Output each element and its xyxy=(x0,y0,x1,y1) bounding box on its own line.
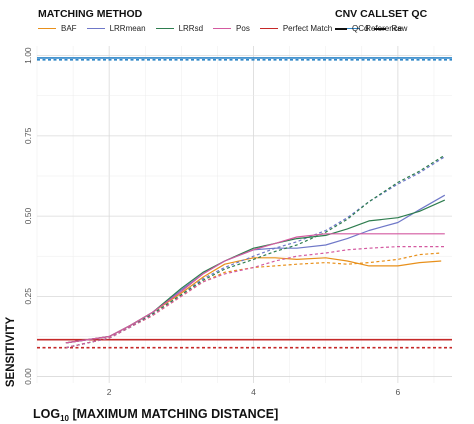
x-tick-label: 2 xyxy=(107,387,112,397)
legend-swatch-perfect-match xyxy=(259,28,278,29)
series-lrrmean-qcd xyxy=(65,194,446,344)
legend-swatch-reference xyxy=(342,28,361,29)
x-axis-title-sub: 10 xyxy=(60,414,69,423)
series-lrrsd-qcd xyxy=(65,199,446,344)
x-axis-title-rest: [MAXIMUM MATCHING DISTANCE] xyxy=(69,407,278,421)
x-axis-title: LOG10 [MAXIMUM MATCHING DISTANCE] xyxy=(33,407,278,423)
legend-swatch-qcd xyxy=(335,27,347,30)
series-baf-raw xyxy=(65,252,442,349)
legend-item-lrrsd: LRRsd xyxy=(155,24,204,33)
legend-label-lrrmean: LRRmean xyxy=(109,24,146,33)
y-tick-label: 0.50 xyxy=(23,208,33,225)
y-tick-label: 0.75 xyxy=(23,127,33,144)
x-tick-label: 4 xyxy=(251,387,256,397)
legend-qc: QCd Raw xyxy=(335,24,417,33)
axis-ticks: 2 4 6 0.00 0.25 0.50 0.75 1.00 xyxy=(23,47,401,397)
x-axis-title-main: LOG xyxy=(33,407,60,421)
legend-item-qcd: QCd xyxy=(335,24,368,33)
legend-title-qc: CNV CALLSET QC xyxy=(335,8,428,20)
series-lrrsd-raw xyxy=(65,154,446,349)
legend-label-perfect-match: Perfect Match xyxy=(282,24,333,33)
x-tick-label: 6 xyxy=(396,387,401,397)
series-pos-raw xyxy=(65,246,445,349)
legend-label-baf: BAF xyxy=(61,24,77,33)
grid xyxy=(36,46,452,383)
legend-item-baf: BAF xyxy=(38,24,77,33)
legend-item-pos: Pos xyxy=(213,24,250,33)
series-pos-qcd xyxy=(65,233,445,344)
y-tick-label: 0.25 xyxy=(23,288,33,305)
legend-label-pos: Pos xyxy=(236,24,250,33)
legend-label-lrrsd: LRRsd xyxy=(178,24,204,33)
legend-swatch-raw xyxy=(374,27,387,30)
legend-title-method: MATCHING METHOD xyxy=(38,8,143,20)
y-axis-title: SENSITIVITY xyxy=(5,317,17,388)
y-tick-label: 0.00 xyxy=(23,368,33,385)
y-tick-label: 1.00 xyxy=(23,47,33,64)
legend-label-raw: Raw xyxy=(391,24,408,33)
legend-item-lrrmean: LRRmean xyxy=(86,24,146,33)
legend-swatch-pos xyxy=(213,28,232,29)
legend-item-raw: Raw xyxy=(374,24,407,33)
series-lrrmean-raw xyxy=(65,156,446,349)
legend-item-perfect-match: Perfect Match xyxy=(259,24,333,33)
legend-swatch-lrrsd xyxy=(155,28,174,29)
legend-swatch-baf xyxy=(38,28,56,29)
series-lines xyxy=(37,57,452,349)
legend-label-qcd: QCd xyxy=(352,24,369,33)
legend-swatch-lrrmean xyxy=(86,28,105,29)
